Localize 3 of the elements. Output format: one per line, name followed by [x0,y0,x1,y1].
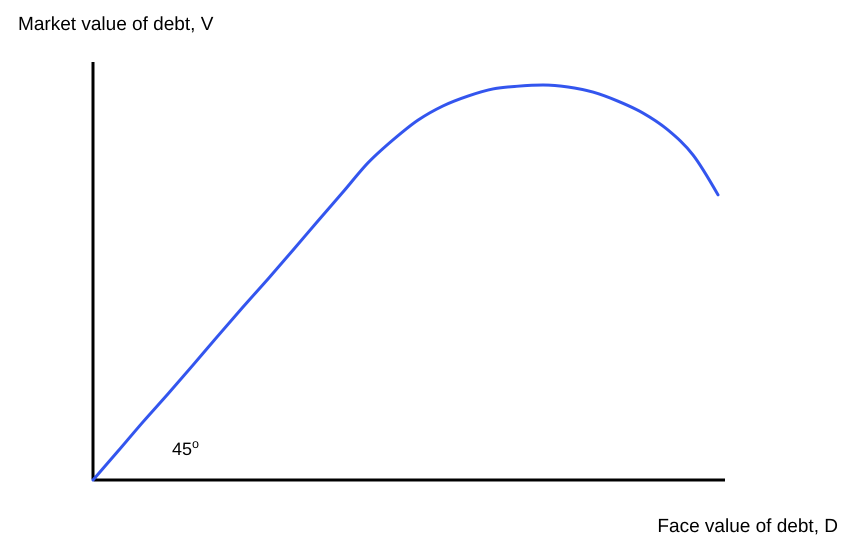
annotation: 45$^{o}$ [172,437,200,459]
y-axis-title: Market value of debt, V [18,14,214,35]
x-axis-title: Face value of debt, D [657,516,838,537]
